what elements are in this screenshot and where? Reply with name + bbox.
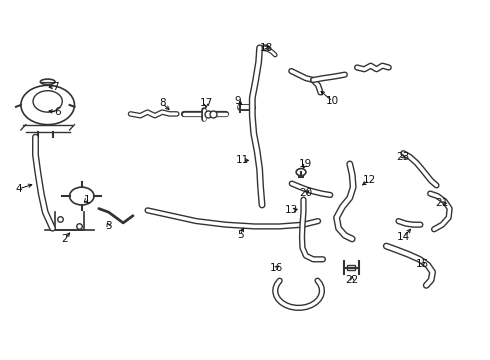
FancyBboxPatch shape [347, 265, 355, 270]
Text: 20: 20 [299, 188, 313, 198]
Text: 5: 5 [237, 230, 244, 240]
Text: 23: 23 [397, 152, 410, 162]
Text: 7: 7 [51, 82, 58, 92]
Text: 16: 16 [270, 262, 283, 273]
Text: 4: 4 [15, 184, 22, 194]
Text: 8: 8 [159, 98, 166, 108]
Text: 18: 18 [260, 43, 273, 53]
Text: 14: 14 [397, 232, 410, 242]
Text: 15: 15 [416, 259, 429, 269]
Text: 2: 2 [61, 234, 68, 244]
Text: 9: 9 [234, 96, 241, 107]
Text: 6: 6 [54, 107, 61, 117]
Text: 13: 13 [285, 205, 298, 215]
Text: 19: 19 [299, 159, 313, 169]
Text: 22: 22 [345, 275, 359, 285]
Text: 10: 10 [326, 96, 339, 107]
Text: 1: 1 [83, 195, 90, 204]
Text: 12: 12 [363, 175, 376, 185]
Text: 21: 21 [436, 198, 449, 208]
Text: 3: 3 [105, 221, 112, 231]
Text: 11: 11 [236, 156, 249, 165]
Text: 17: 17 [199, 98, 213, 108]
